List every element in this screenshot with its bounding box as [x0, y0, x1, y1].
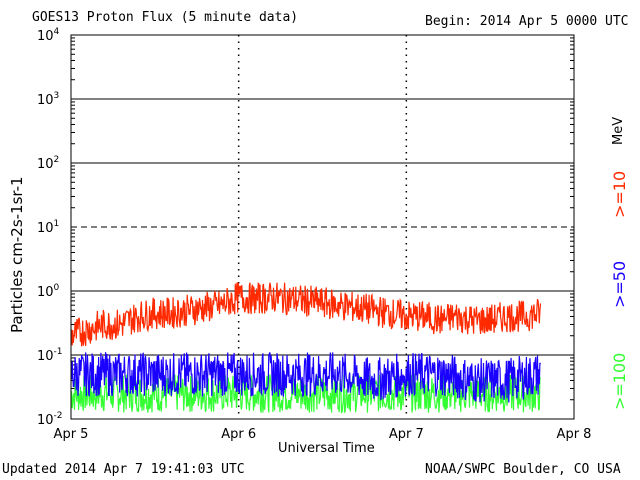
y-tick-labels: 10-2 10-1 100 101 102 103 104	[37, 27, 63, 428]
x-axis-label: Universal Time	[278, 441, 375, 456]
chart-title: GOES13 Proton Flux (5 minute data)	[32, 10, 299, 25]
x-tick-label: Apr 6	[221, 427, 256, 442]
begin-time: Begin: 2014 Apr 5 0000 UTC	[425, 14, 629, 29]
x-tick-label: Apr 8	[557, 427, 592, 442]
series-line-3	[70, 374, 542, 414]
updated-time: Updated 2014 Apr 7 19:41:03 UTC	[2, 462, 245, 477]
y-tick-label: 101	[37, 219, 59, 236]
y-axis-label: Particles cm-2s-1sr-1	[8, 176, 26, 333]
series-lines	[70, 282, 542, 414]
y-tick-label: 103	[37, 91, 59, 108]
y-tick-label: 10-1	[37, 347, 63, 364]
series-line-2	[70, 352, 542, 403]
legend-unit: MeV	[611, 116, 626, 145]
series-line-1	[70, 282, 542, 347]
y-tick-label: 100	[37, 283, 60, 300]
legend-item-ge100: >=100	[610, 352, 629, 410]
legend-item-ge50: >=50	[610, 260, 629, 308]
gridlines	[71, 35, 574, 419]
y-tick-label: 102	[37, 155, 59, 172]
legend-item-ge10: >=10	[610, 170, 629, 218]
x-tick-label: Apr 5	[54, 427, 89, 442]
x-tick-label: Apr 7	[389, 427, 424, 442]
y-tick-label: 10-2	[37, 411, 63, 428]
source-credit: NOAA/SWPC Boulder, CO USA	[425, 462, 621, 477]
plot-frame	[70, 34, 575, 420]
y-tick-label: 104	[37, 27, 60, 44]
x-tick-labels: Apr 5 Apr 6 Apr 7 Apr 8	[54, 427, 592, 442]
